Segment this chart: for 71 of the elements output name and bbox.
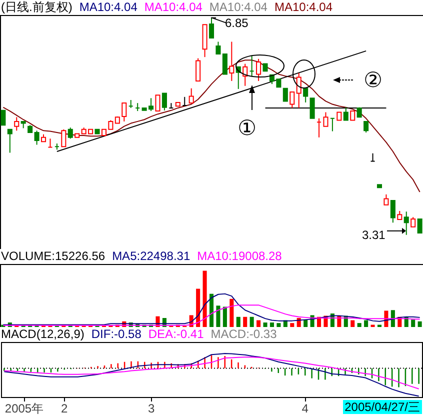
x-tick-label: 2005年: [4, 402, 44, 416]
bar: [357, 323, 362, 327]
candlestick: [282, 88, 288, 102]
annotation: ①: [238, 116, 256, 140]
candlestick: [310, 98, 315, 119]
candlestick: [410, 216, 416, 228]
x-tick-label: 4: [302, 402, 309, 416]
bar: [418, 321, 422, 327]
bar: [256, 320, 261, 327]
candlestick: [256, 58, 262, 82]
annotation: ②: [364, 68, 382, 92]
bar: [216, 306, 220, 327]
candlestick: [350, 110, 356, 121]
candlestick: [323, 112, 328, 127]
text: DIF:-0.58: [91, 327, 142, 341]
candlestick: [68, 127, 73, 140]
candlestick: [14, 116, 20, 132]
bar: [230, 298, 234, 327]
candlestick: [196, 58, 201, 82]
candlestick: [229, 41, 234, 82]
bar: [236, 316, 240, 327]
candlestick: [61, 128, 66, 148]
bar: [250, 316, 254, 327]
candlestick: [188, 88, 194, 104]
chart-title: VOLUME:15226.56: [1, 249, 106, 263]
text: MA5:22498.31: [112, 249, 190, 263]
candlestick: [222, 54, 228, 75]
bar: [270, 322, 274, 327]
candlestick: [0, 110, 6, 126]
annotation: MACD:-0.33: [210, 327, 277, 341]
x-tick-label: 3: [148, 402, 155, 416]
candlestick: [155, 94, 160, 112]
chart-title: MACD(12,26,9): [1, 327, 84, 341]
bar: [364, 320, 368, 327]
text: MA10:19008.28: [197, 249, 282, 263]
bar: [304, 320, 308, 327]
bar: [196, 288, 200, 327]
bar: [350, 320, 355, 327]
chart-title: (日线.前复权): [1, 0, 72, 14]
candlestick: [216, 41, 221, 54]
bar: [411, 320, 416, 327]
bar: [290, 323, 294, 327]
candlestick: [390, 200, 396, 224]
text: MA10:4.04: [209, 0, 268, 14]
bar: [243, 316, 248, 327]
series-label: DEA:-0.41: [148, 327, 204, 341]
text: 2005/04/27/三: [342, 400, 422, 414]
candlestick: [303, 88, 308, 103]
candlestick: [208, 17, 214, 39]
annotation: 3.31: [362, 228, 386, 242]
candlestick: [34, 130, 40, 146]
bar: [276, 323, 281, 327]
candlestick: [296, 72, 302, 108]
bar: [222, 306, 227, 327]
candlestick: [404, 211, 409, 236]
candlestick: [417, 218, 422, 234]
text: MA10:4.04: [144, 0, 202, 14]
candlestick: [364, 120, 369, 133]
bar: [209, 294, 214, 327]
text: MA10:4.04: [274, 0, 333, 14]
candlestick: [7, 128, 12, 154]
candlestick: [384, 194, 389, 206]
candlestick: [290, 92, 295, 108]
candlestick: [162, 92, 167, 111]
bar: [202, 270, 207, 327]
x-tick-label: 2: [61, 402, 68, 416]
candlestick: [343, 106, 348, 121]
annotation: 6.85: [225, 16, 249, 30]
bar: [263, 322, 268, 327]
text: MA10:4.04: [79, 0, 138, 14]
bar: [390, 310, 395, 327]
